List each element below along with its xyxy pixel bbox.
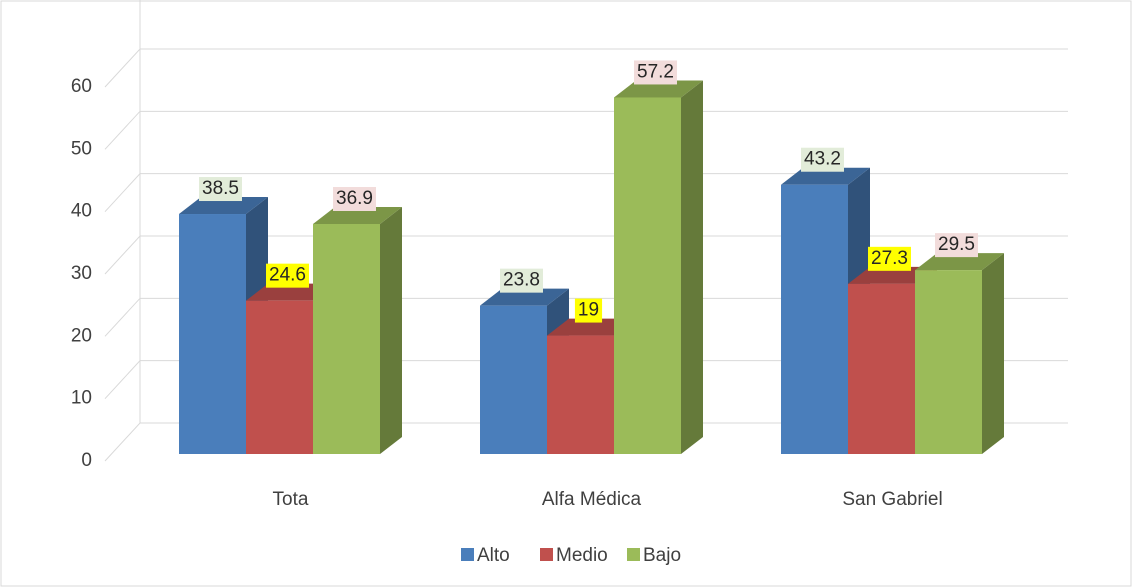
data-label: 43.2 xyxy=(804,149,841,170)
data-label-bg xyxy=(935,233,978,258)
y-tick-label: 20 xyxy=(71,325,92,346)
data-label: 24.6 xyxy=(269,265,306,286)
data-label-bg xyxy=(801,147,844,172)
labels: 0 10 20 30 40 50 60 Tota Alfa Médica San Gabriel 3… xyxy=(71,60,978,566)
bar xyxy=(313,223,380,454)
bar-top xyxy=(480,288,569,306)
bar-top xyxy=(781,167,870,185)
data-label-bg xyxy=(634,60,677,85)
x-tick-label: San Gabriel xyxy=(842,489,942,510)
bar-top xyxy=(313,206,402,224)
y-tick-label: 60 xyxy=(71,76,92,97)
bar-top xyxy=(614,80,703,98)
bar xyxy=(246,300,313,454)
legend-swatch xyxy=(627,548,640,561)
data-label-bg xyxy=(266,263,309,288)
y-tick-label: 10 xyxy=(71,388,92,409)
legend-swatch xyxy=(461,548,474,561)
bar xyxy=(547,335,614,454)
data-label-bg xyxy=(868,246,911,271)
legend-label: Bajo xyxy=(643,545,681,566)
bar-top xyxy=(848,266,937,284)
bar-top xyxy=(246,283,335,301)
data-label: 27.3 xyxy=(871,248,908,269)
bars xyxy=(179,80,1004,454)
data-label: 29.5 xyxy=(938,234,975,255)
y-tick-label: 40 xyxy=(71,201,92,222)
bar xyxy=(480,305,547,454)
bar-top xyxy=(547,318,636,336)
bar-side xyxy=(982,253,1004,454)
bar xyxy=(179,214,246,454)
legend-label: Alto xyxy=(477,545,510,566)
bar xyxy=(781,184,848,454)
y-tick-label: 30 xyxy=(71,263,92,284)
data-label-bg xyxy=(199,177,242,202)
bar-top xyxy=(915,253,1004,271)
data-label-bg xyxy=(333,186,376,211)
bar-top xyxy=(179,197,268,215)
x-tick-label: Alfa Médica xyxy=(542,489,642,510)
data-label-bg xyxy=(574,298,603,323)
grid xyxy=(104,0,1068,462)
bar-side xyxy=(681,80,703,454)
legend-label: Medio xyxy=(556,545,608,566)
data-label: 57.2 xyxy=(637,61,674,82)
bar-side xyxy=(380,206,402,454)
data-label: 38.5 xyxy=(202,178,239,199)
y-tick-label: 50 xyxy=(71,138,92,159)
data-label: 23.8 xyxy=(503,270,540,291)
bar xyxy=(848,283,915,454)
data-label-bg xyxy=(500,268,543,293)
bar xyxy=(915,270,982,454)
bar xyxy=(614,97,681,454)
legend-swatch xyxy=(540,548,553,561)
data-label: 36.9 xyxy=(336,188,373,209)
x-tick-label: Tota xyxy=(273,489,309,510)
y-tick-label: 0 xyxy=(81,450,92,471)
data-label: 19 xyxy=(578,300,599,321)
